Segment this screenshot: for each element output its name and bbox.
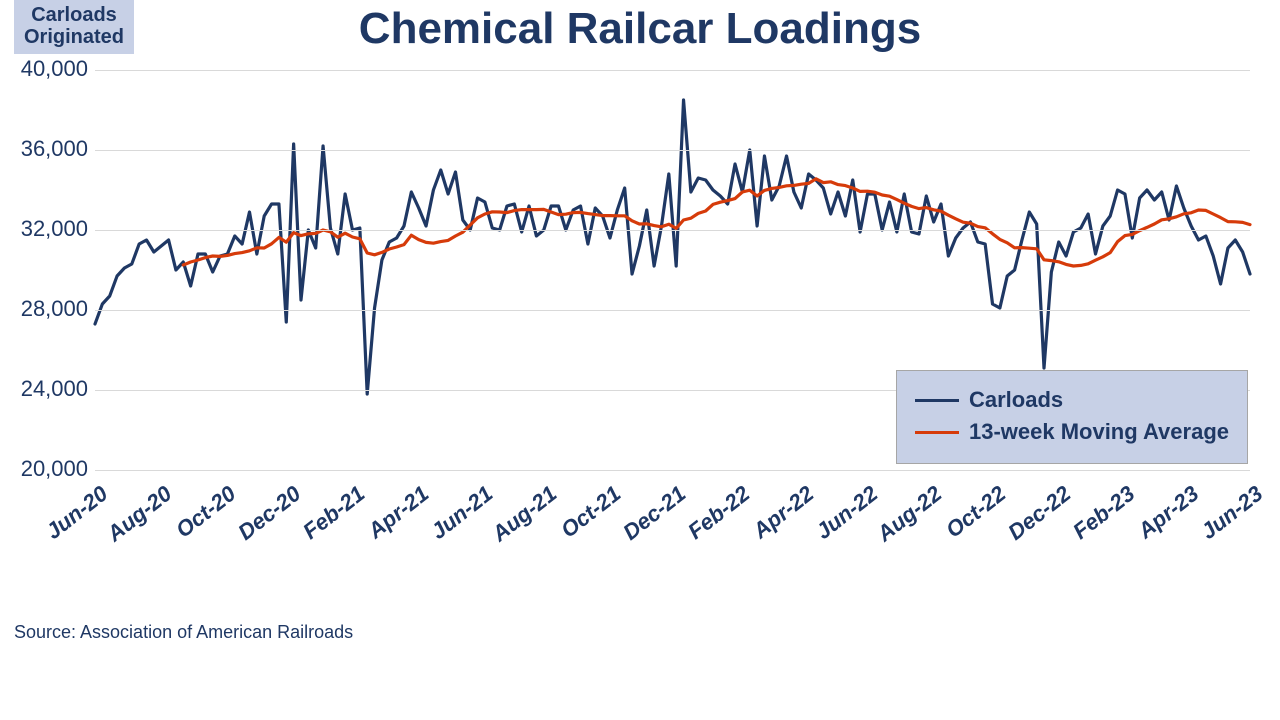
y-tick-label: 40,000 (8, 56, 88, 82)
source-text: Source: Association of American Railroad… (14, 622, 353, 643)
legend-item: 13-week Moving Average (915, 419, 1229, 445)
legend-swatch (915, 431, 959, 434)
chart-container: Chemical Railcar Loadings Carloads Origi… (0, 0, 1280, 720)
gridline (95, 150, 1250, 151)
chart-title: Chemical Railcar Loadings (0, 4, 1280, 54)
y-tick-label: 28,000 (8, 296, 88, 322)
gridline (95, 470, 1250, 471)
y-tick-label: 20,000 (8, 456, 88, 482)
legend: Carloads 13-week Moving Average (896, 370, 1248, 464)
gridline (95, 310, 1250, 311)
y-axis-label-line2: Originated (24, 26, 124, 48)
gridline (95, 230, 1250, 231)
legend-label: Carloads (969, 387, 1063, 413)
y-tick-label: 36,000 (8, 136, 88, 162)
y-axis-label-box: Carloads Originated (14, 0, 134, 54)
y-tick-label: 32,000 (8, 216, 88, 242)
legend-label: 13-week Moving Average (969, 419, 1229, 445)
legend-item: Carloads (915, 387, 1229, 413)
gridline (95, 70, 1250, 71)
y-axis-label-line1: Carloads (24, 4, 124, 26)
legend-swatch (915, 399, 959, 402)
y-tick-label: 24,000 (8, 376, 88, 402)
